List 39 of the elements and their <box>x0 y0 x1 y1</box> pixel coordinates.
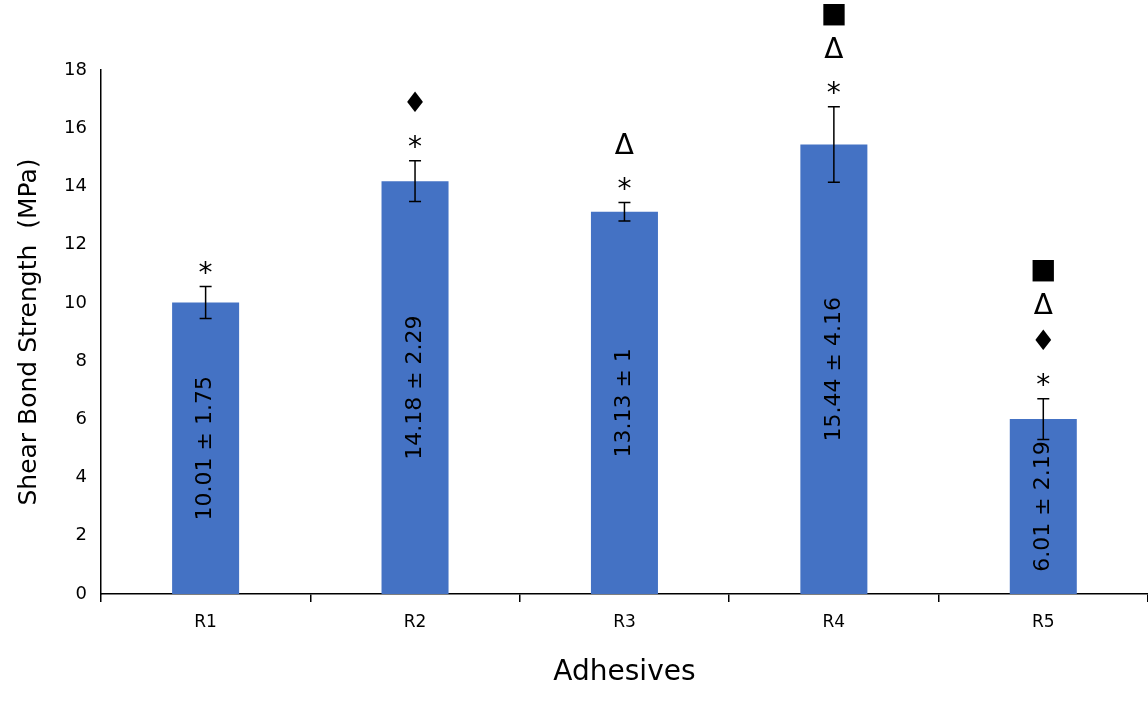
y-tick-label: 8 <box>75 348 87 370</box>
annotation: Δ <box>614 127 635 161</box>
y-tick-label: 6 <box>75 407 87 429</box>
data-label: 6.01 ± 2.19 <box>1029 441 1055 572</box>
data-label: 14.18 ± 2.29 <box>400 315 426 460</box>
x-tick-label: R2 <box>403 610 427 631</box>
annotation: * <box>617 171 632 205</box>
y-tick-label: 14 <box>64 174 87 196</box>
annotation: ♦ <box>402 86 428 120</box>
y-tick-label: 0 <box>75 581 87 603</box>
bar <box>381 181 449 594</box>
data-label: 13.13 ± 1 <box>610 348 636 458</box>
annotation: Δ <box>1033 287 1053 321</box>
y-tick-label: 10 <box>64 290 87 312</box>
x-axis-title: Adhesives <box>553 654 696 688</box>
annotation: * <box>198 255 213 289</box>
annotation: * <box>1036 367 1051 401</box>
bar <box>590 211 658 594</box>
data-label: 10.01 ± 1.75 <box>191 376 217 521</box>
annotation: * <box>408 130 423 164</box>
x-tick-label: R5 <box>1031 610 1055 631</box>
data-label: 15.44 ± 4.16 <box>819 297 845 442</box>
annotation: ■ <box>1030 251 1057 285</box>
bar <box>800 144 868 594</box>
annotation: * <box>826 75 841 109</box>
bar <box>1009 419 1077 594</box>
y-axis-title: Shear Bond Strength (MPa) <box>12 158 42 506</box>
y-tick-label: 2 <box>75 523 87 545</box>
y-tick-label: 4 <box>75 465 87 487</box>
text: Δ <box>824 31 844 65</box>
y-tick-label: 18 <box>64 57 87 79</box>
annotation: ♦ <box>1030 323 1056 357</box>
text: ■ <box>820 0 848 29</box>
x-tick-label: R4 <box>822 610 846 631</box>
bar <box>172 302 240 594</box>
y-tick-label: 12 <box>64 232 87 254</box>
y-tick-label: 16 <box>64 115 87 137</box>
x-tick-label: R3 <box>613 610 636 631</box>
x-tick-label: R1 <box>194 610 217 631</box>
